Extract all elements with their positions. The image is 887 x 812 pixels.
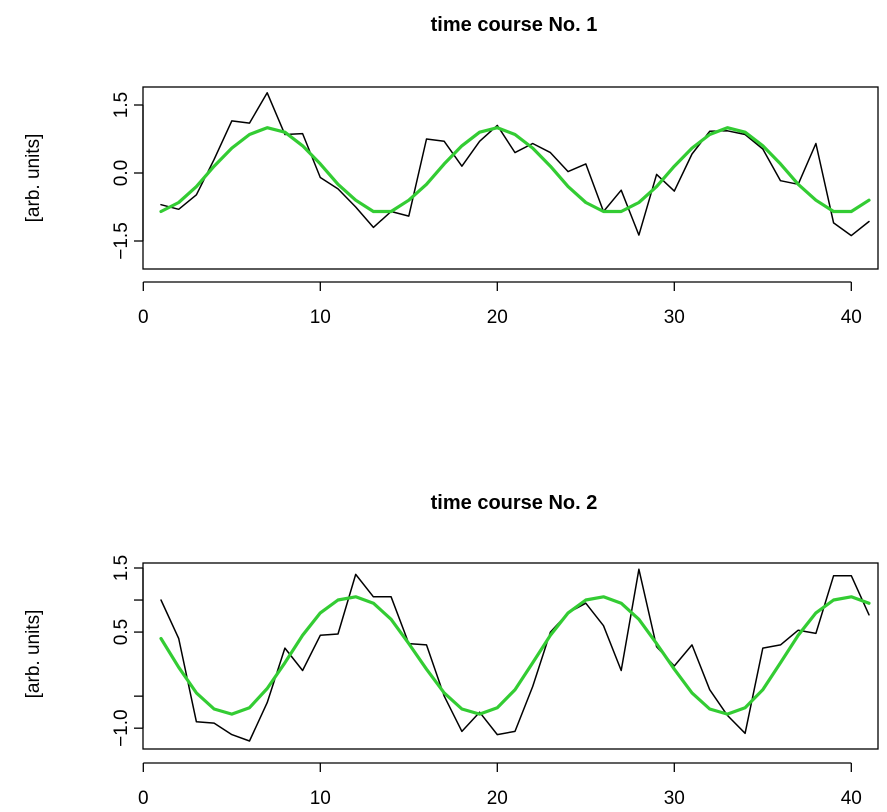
y-axis: −1.0 0.5 1.5	[111, 555, 144, 747]
y-tick-label: 1.5	[111, 92, 132, 118]
panel-time-course-1: time course No. 1 [arb. units] 0 10 20 30 40…	[23, 14, 879, 328]
series-line-observed	[160, 92, 870, 237]
x-axis: 0 10 20 30 40	[138, 281, 862, 328]
y-tick-label: −1.5	[111, 222, 132, 260]
x-tick-label: 20	[487, 307, 508, 328]
y-tick-label: −1.0	[111, 709, 132, 747]
plot-frame	[142, 86, 879, 270]
series-line-observed	[160, 568, 870, 742]
y-tick-label: 0.5	[111, 619, 132, 645]
y-axis: −1.5 0.0 1.5	[111, 92, 144, 260]
panel-time-course-2: time course No. 2 [arb. units] 0 10 20 30 40…	[23, 492, 879, 809]
y-axis-label: [arb. units]	[23, 610, 44, 699]
x-tick-label: 40	[841, 307, 862, 328]
series-group	[159, 568, 871, 742]
x-tick-label: 10	[310, 788, 331, 809]
chart-title: time course No. 2	[431, 492, 598, 514]
x-tick-label: 0	[138, 307, 149, 328]
series-line-fitted	[159, 595, 871, 716]
chart-title: time course No. 1	[431, 14, 598, 36]
series-group	[159, 92, 871, 237]
x-tick-label: 30	[664, 307, 685, 328]
x-tick-label: 40	[841, 788, 862, 809]
series-line-fitted	[159, 126, 871, 214]
plot-frame	[142, 562, 879, 750]
y-axis-label: [arb. units]	[23, 134, 44, 223]
y-tick-label: 0.0	[111, 160, 132, 186]
x-tick-label: 20	[487, 788, 508, 809]
x-tick-label: 10	[310, 307, 331, 328]
x-tick-label: 0	[138, 788, 149, 809]
x-tick-label: 30	[664, 788, 685, 809]
x-axis: 0 10 20 30 40	[138, 762, 862, 809]
y-tick-label: 1.5	[111, 555, 132, 581]
